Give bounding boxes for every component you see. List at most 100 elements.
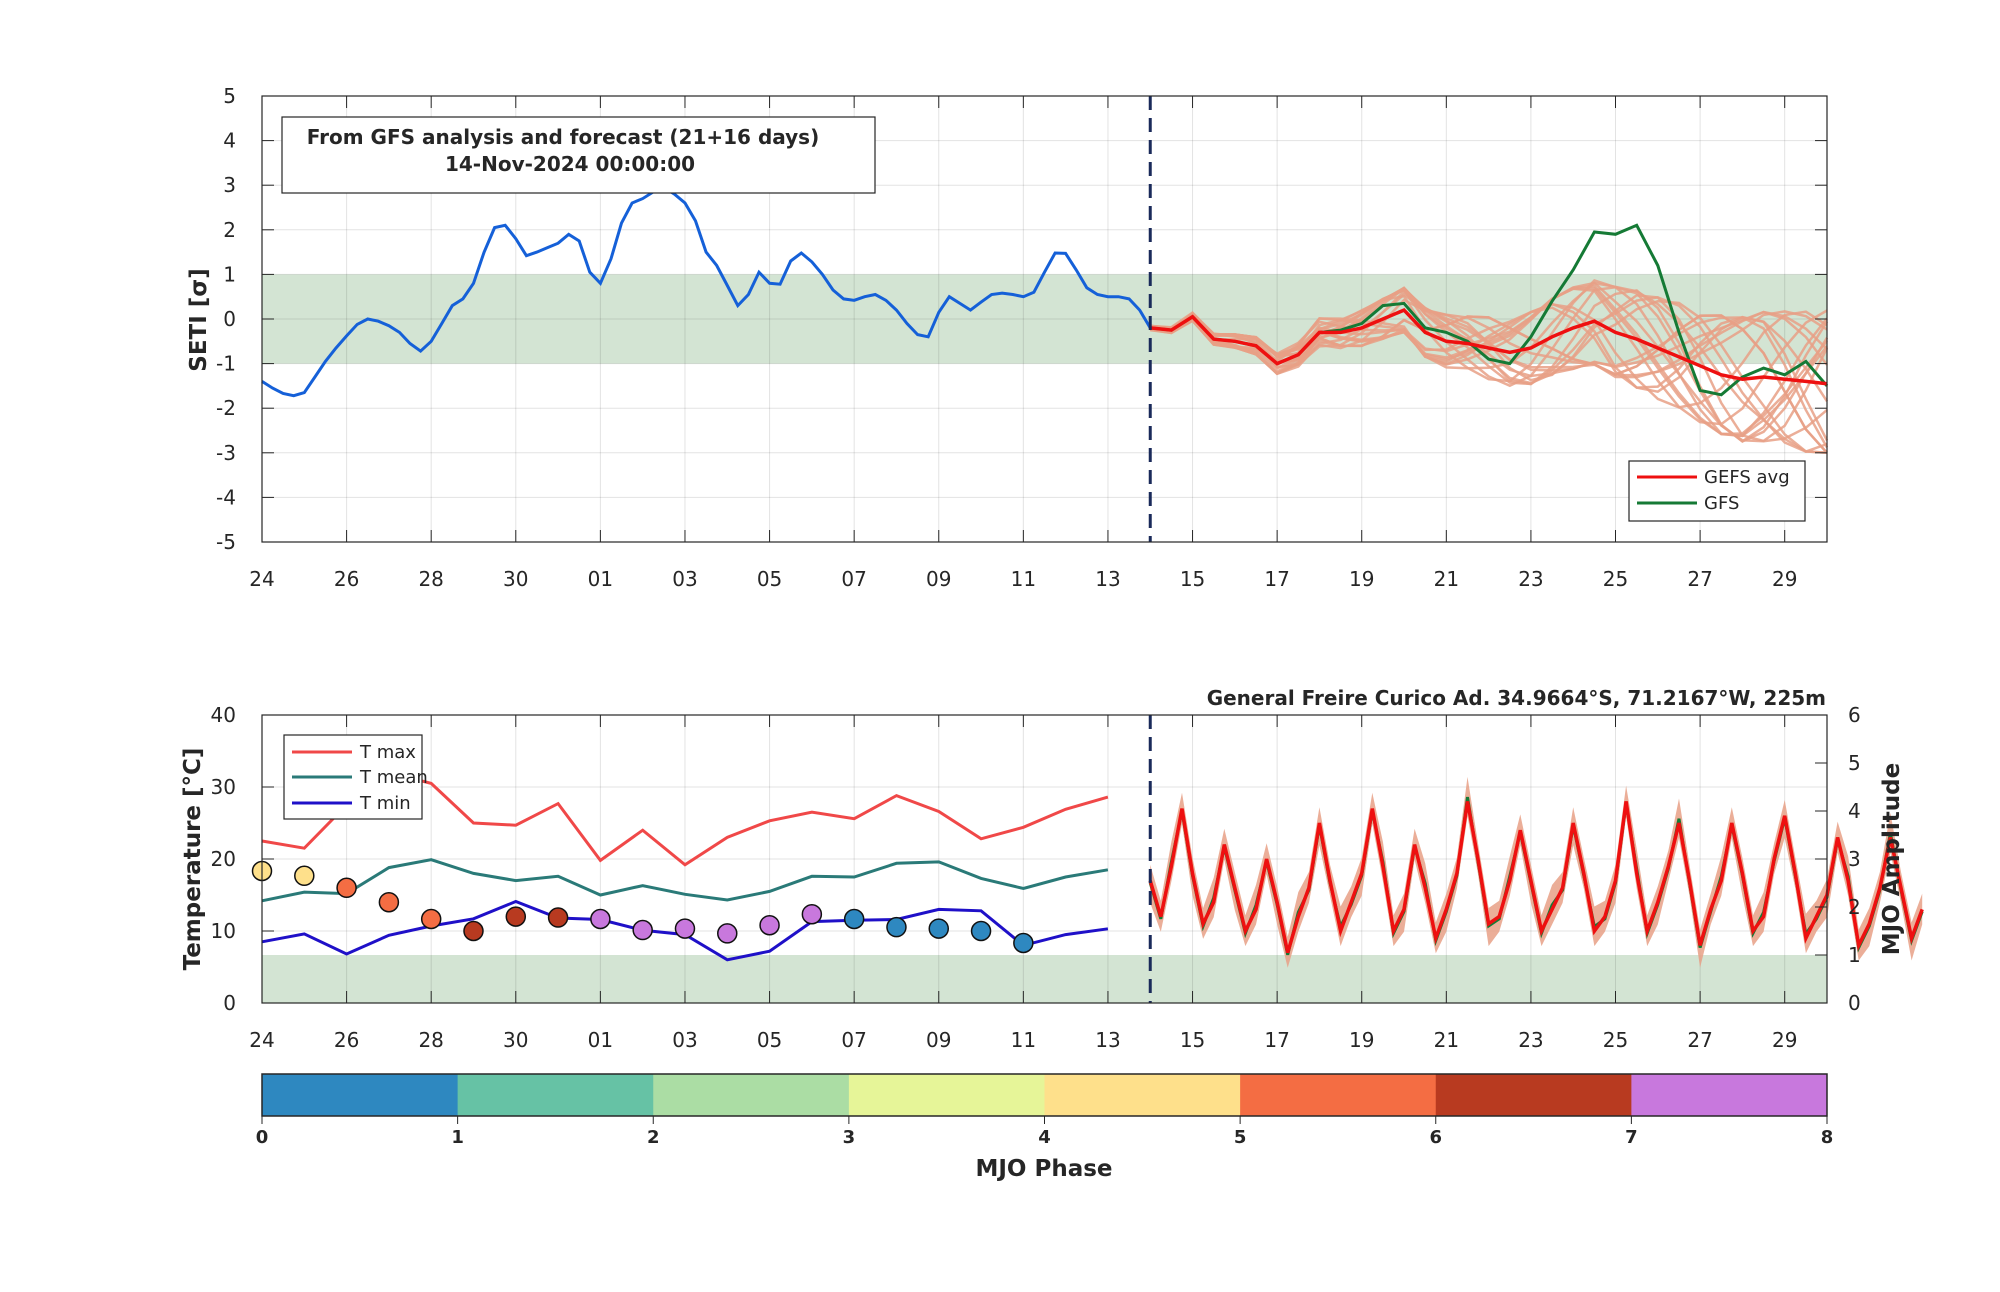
seti-xtick-label: 27 [1687,567,1712,591]
temperature-ylabel: Temperature [°C] [180,748,206,971]
seti-xtick-label: 19 [1349,567,1374,591]
forecast-temp-mean-line [1148,801,1924,954]
temp-ytick-label: 20 [211,847,236,871]
mjo-phase-marker [463,920,484,942]
seti-legend: GEFS avg GFS [1628,460,1806,522]
mjo-phase-marker [928,918,950,939]
colorbar-segment [1044,1074,1241,1116]
mjo-phase-marker [886,916,907,938]
colorbar-tick-label: 1 [451,1127,464,1148]
seti-gefs-avg-line [1150,308,1828,386]
mjo-amplitude-ylabel: MJO Amplitude [1879,763,1905,955]
seti-ytick-label: 3 [223,173,236,197]
seti-ytick-label: 4 [223,129,236,153]
temp-xtick-label: 21 [1434,1028,1459,1052]
seti-xtick-label: 15 [1180,567,1205,591]
seti-ytick-label: -1 [216,352,236,376]
mjo-phase-marker [970,920,992,942]
legend-gefs-avg-label: GEFS avg [1704,467,1790,488]
seti-xtick-label: 26 [334,567,359,591]
seti-x-ticks: 24 26 28 30 01 03 05 07 09 11 13 15 17 19 21 23 25 27 29 [249,96,1797,591]
seti-analysis-line [261,185,1152,398]
colorbar-segment [1240,1074,1437,1116]
seti-annotation: From GFS analysis and forecast (21+16 da… [281,116,876,194]
tmean-line [261,858,1109,903]
seti-ytick-label: -5 [216,530,236,554]
seti-ytick-label: 1 [223,262,236,286]
temp-xtick-label: 11 [1011,1028,1036,1052]
mjo-ytick-label: 6 [1848,703,1861,727]
seti-xtick-label: 30 [503,567,528,591]
colorbar-segment [1435,1074,1632,1116]
seti-xtick-label: 11 [1011,567,1036,591]
temp-xtick-label: 23 [1518,1028,1543,1052]
seti-xtick-label: 25 [1603,567,1628,591]
seti-xtick-label: 07 [841,567,866,591]
mjo-phase-marker [801,903,823,925]
colorbar-ticks: 0 1 2 3 4 5 6 7 8 [256,1116,1834,1148]
mjo-ytick-label: 5 [1848,751,1861,775]
mjo-ytick-label: 1 [1848,943,1861,967]
seti-xtick-label: 29 [1772,567,1797,591]
colorbar-segments [262,1074,1828,1116]
seti-ytick-label: -3 [216,441,236,465]
temp-xtick-label: 07 [841,1028,866,1052]
mjo-phase-marker [759,914,780,936]
seti-xtick-label: 03 [672,567,697,591]
temp-xtick-label: 28 [418,1028,443,1052]
temp-xtick-label: 29 [1772,1028,1797,1052]
colorbar-segment [653,1074,850,1116]
legend-tmax-label: T max [359,742,416,763]
colorbar-tick-label: 4 [1038,1127,1051,1148]
seti-xtick-label: 17 [1264,567,1289,591]
temp-xtick-label: 09 [926,1028,951,1052]
mjo-amplitude-band [262,955,1827,1003]
colorbar-tick-label: 8 [1821,1127,1834,1148]
temperature-y-ticks: 40 30 20 10 0 [211,703,274,1015]
annotation-line1: From GFS analysis and forecast (21+16 da… [307,125,819,149]
gefs-member-line [1150,314,1828,454]
seti-ytick-label: 5 [223,84,236,108]
annotation-line2: 14-Nov-2024 00:00:00 [445,152,695,176]
mjo-amplitude-ticks: 6 5 4 3 2 1 0 [1815,703,1861,1015]
seti-ytick-label: 0 [223,307,236,331]
colorbar-label: MJO Phase [975,1156,1112,1182]
seti-xtick-label: 09 [926,567,951,591]
mjo-phase-marker [674,918,696,939]
seti-xtick-label: 21 [1434,567,1459,591]
colorbar-segment [1631,1074,1828,1116]
mjo-ytick-label: 2 [1848,895,1861,919]
temp-xtick-label: 30 [503,1028,528,1052]
mjo-phase-marker [336,877,357,899]
temp-xtick-label: 17 [1264,1028,1289,1052]
gefs-members [1149,278,1829,455]
temp-ytick-label: 0 [223,991,236,1015]
mjo-phase-marker [1013,932,1034,954]
temperature-legend: T max T mean T min [283,734,428,820]
colorbar-tick-label: 6 [1429,1127,1442,1148]
colorbar-tick-label: 2 [647,1127,660,1148]
mjo-phase-marker [547,907,569,928]
temp-xtick-label: 13 [1095,1028,1120,1052]
colorbar-tick-label: 0 [256,1127,269,1148]
gefs-member-line [1150,286,1828,453]
temp-xtick-label: 19 [1349,1028,1374,1052]
seti-y-ticks: 5 4 3 2 1 0 -1 -2 -3 -4 -5 [216,84,1827,554]
legend-gfs-label: GFS [1704,493,1739,514]
mjo-phase-marker [378,891,400,913]
seti-xtick-label: 05 [757,567,782,591]
temp-xtick-label: 05 [757,1028,782,1052]
temp-ytick-label: 10 [211,919,236,943]
annotation-box [281,116,876,194]
mjo-ytick-label: 3 [1848,847,1861,871]
legend-tmin-label: T min [359,793,411,814]
mjo-markers [251,860,1034,954]
colorbar-segment [457,1074,654,1116]
mjo-phase-marker [505,906,527,927]
temperature-x-ticks: 24 26 28 30 01 03 05 07 09 11 13 15 17 19 21 23 25 27 29 [249,715,1797,1052]
colorbar-tick-label: 3 [843,1127,856,1148]
temp-xtick-label: 25 [1603,1028,1628,1052]
